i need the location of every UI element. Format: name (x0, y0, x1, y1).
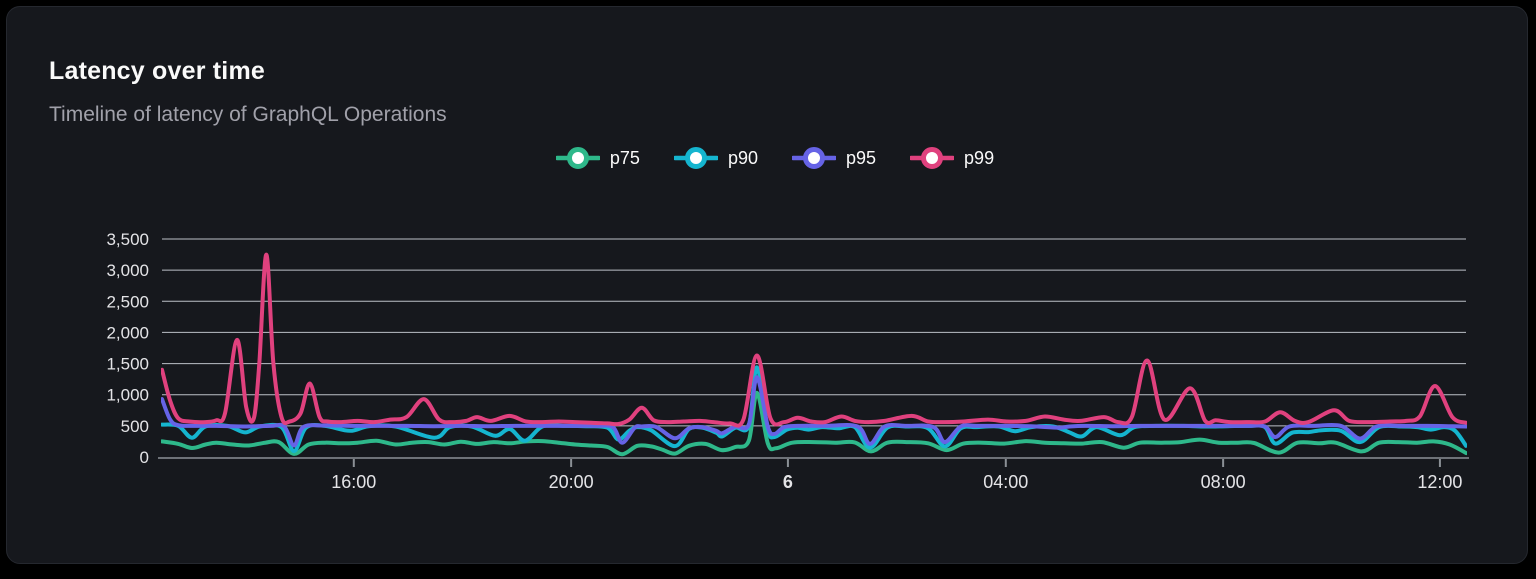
y-axis-label-1,000: 1,000 (106, 386, 149, 405)
legend-label-p90: p90 (727, 147, 758, 168)
x-axis-label-08:00: 08:00 (1201, 472, 1246, 492)
y-axis-label-1,500: 1,500 (106, 355, 149, 374)
y-axis-label-2,000: 2,000 (106, 323, 149, 342)
legend-item-p75[interactable]: p75 (555, 145, 640, 171)
latency-chart-card: Latency over time Timeline of latency of… (6, 6, 1528, 564)
p90-line-marker-icon (673, 147, 718, 169)
x-axis-label-16:00: 16:00 (331, 472, 376, 492)
y-axis-label-0: 0 (140, 448, 149, 467)
series-line-p95 (161, 375, 1467, 448)
legend-label-p75: p75 (609, 147, 640, 168)
chart-title: Latency over time (49, 57, 265, 85)
x-axis-label-20:00: 20:00 (549, 472, 594, 492)
x-axis-label-12:00: 12:00 (1417, 472, 1462, 492)
p99-line-marker-icon (910, 147, 955, 169)
p75-line-marker-icon (555, 147, 600, 169)
legend-item-p99[interactable]: p99 (910, 145, 994, 171)
latency-line-chart[interactable]: 0 500 1,000 1,500 2,000 2,500 3,000 3,500 16:00 2… (7, 7, 1536, 579)
legend-item-p95[interactable]: p95 (792, 145, 876, 171)
legend-item-p90[interactable]: p90 (673, 145, 758, 171)
legend-label-p95: p95 (846, 147, 877, 168)
y-axis-label-3,000: 3,000 (106, 261, 149, 280)
y-axis-label-3,500: 3,500 (106, 230, 149, 249)
y-axis-label-2,500: 2,500 (106, 292, 149, 311)
p95-line-marker-icon (792, 147, 836, 169)
legend: p75 p90 p95 p99 (7, 145, 1536, 171)
series-line-p99 (161, 252, 1467, 428)
x-axis-label-6: 6 (783, 472, 793, 492)
x-axis-label-04:00: 04:00 (983, 472, 1028, 492)
y-axis-label-500: 500 (121, 417, 149, 436)
chart-subtitle: Timeline of latency of GraphQL Operation… (49, 103, 447, 126)
chart-plot-area[interactable] (162, 227, 1466, 457)
legend-label-p99: p99 (964, 147, 995, 168)
